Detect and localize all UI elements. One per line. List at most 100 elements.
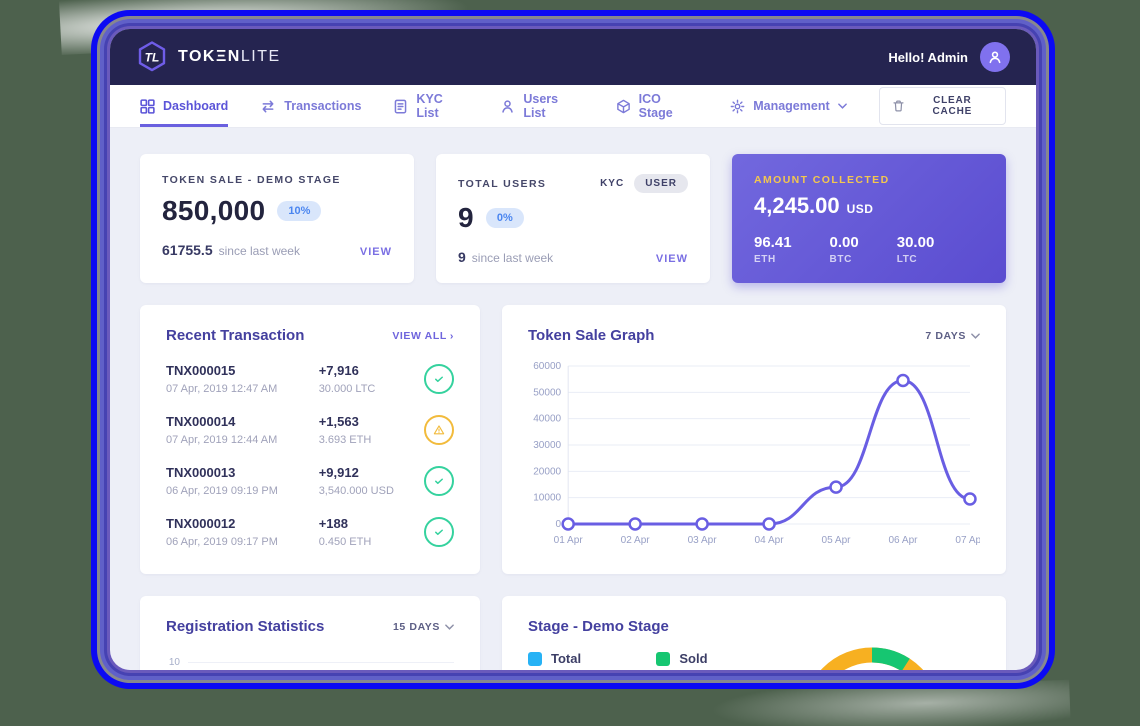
transaction-row[interactable]: TNX000015 07 Apr, 2019 12:47 AM +7,916 3… [166,363,454,395]
toggle-kyc[interactable]: KYC [600,178,625,189]
range-dropdown-15-days[interactable]: 15 DAYS [393,621,454,633]
svg-text:02 Apr: 02 Apr [621,535,651,546]
token-sale-view-link[interactable]: VIEW [359,246,392,258]
nav-item-dashboard[interactable]: Dashboard [140,85,229,127]
brand-name-light: LITE [240,48,281,65]
swap-arrows-icon [262,100,274,112]
token-sale-card: TOKEN SALE - DEMO STAGE 850,000 10% 6175… [140,154,414,283]
svg-text:20000: 20000 [533,466,561,477]
nav-label: KYC List [416,92,443,120]
y-tick-label: 10 [168,656,180,668]
coin-unit: LTC [896,254,918,265]
app-header: TL TOKΞNLITE Hello! Admin [110,29,1036,85]
legend-sold: Sold 77,721 * [656,651,724,670]
nav-label: Management [753,99,830,113]
bottom-row: Registration Statistics 15 DAYS 10 8 [140,596,1006,670]
amount-collected-card: AMOUNT COLLECTED 4,245.00 USD 96.41 ETH … [732,154,1006,283]
svg-text:50000: 50000 [533,387,561,398]
svg-text:30000: 30000 [533,440,561,451]
token-sale-delta: 61755.5 [162,242,213,258]
transaction-amount: +7,916 [318,363,359,378]
legend-label: Total [551,651,582,666]
trash-icon [893,100,904,112]
nav-item-management[interactable]: Management [730,85,847,127]
nav-item-kyc-list[interactable]: KYC List [393,85,468,127]
total-users-view-link[interactable]: VIEW [655,253,688,265]
gear-icon [730,99,745,113]
transaction-row[interactable]: TNX000014 07 Apr, 2019 12:44 AM +1,563 3… [166,414,454,446]
stats-row: TOKEN SALE - DEMO STAGE 850,000 10% 6175… [140,154,1006,283]
app-window: TL TOKΞNLITE Hello! Admin Dashboard [110,29,1036,670]
nav-label: Dashboard [163,99,229,113]
svg-text:07 Apr: 07 Apr [955,535,980,546]
hexagon-logo-icon: TL [138,41,166,72]
coin-value: 96.41 [754,234,792,251]
range-dropdown-7-days[interactable]: 7 DAYS [925,330,980,342]
svg-text:0: 0 [556,519,562,530]
status-success-icon [424,466,454,496]
transaction-amount: +1,563 [318,414,359,429]
view-all-label: VIEW ALL [392,329,447,342]
coin-breakdown-eth: 96.41 ETH [754,234,792,265]
svg-text:01 Apr: 01 Apr [554,535,584,546]
coin-value: 30.00 [896,234,935,251]
svg-text:TL: TL [145,51,160,65]
clear-cache-label: CLEAR CACHE [932,95,973,117]
token-sale-graph-panel: Token Sale Graph 7 DAYS 0 10000 20000 30000… [502,305,1006,574]
grid-icon [140,98,155,114]
transaction-amount: +9,912 [318,465,359,480]
amount-collected-value: 4,245.00 [754,193,840,218]
transaction-id: TNX000013 [166,465,236,480]
legend-swatch-total [528,651,542,666]
panel-title: Token Sale Graph [528,327,655,344]
transaction-id: TNX000012 [166,516,236,531]
person-icon [989,51,1001,64]
token-sale-delta-label: since last week [218,244,300,258]
panel-title: Registration Statistics [166,618,325,635]
list-document-icon [395,99,407,113]
transaction-detail: 3,540.000 USD [318,485,394,497]
stage-legend: Total 850,000 Sold 77,721 * [528,651,980,670]
card-title: TOTAL USERS [458,177,547,190]
coin-breakdown-ltc: 30.00 LTC [897,234,935,265]
transaction-row[interactable]: TNX000012 06 Apr, 2019 09:17 PM +188 0.4… [166,516,454,548]
brand-logo[interactable]: TL TOKΞNLITE [136,40,281,74]
svg-text:05 Apr: 05 Apr [822,535,852,546]
nav-item-ico-stage[interactable]: ICO Stage [616,85,699,127]
legend-swatch-sold [656,651,671,666]
nav-item-users-list[interactable]: Users List [500,85,583,127]
main-nav: Dashboard Transactions KYC List Users Li… [110,85,1036,128]
nav-label: ICO Stage [638,92,673,120]
svg-text:40000: 40000 [533,414,561,425]
transaction-date: 06 Apr, 2019 09:17 PM [166,536,278,548]
chevron-down-icon [971,332,980,339]
view-all-link[interactable]: VIEW ALL › [392,330,454,342]
chevron-down-icon [445,623,454,630]
token-sale-change-badge: 10% [277,201,322,221]
toggle-user[interactable]: USER [634,174,688,193]
cube-icon [616,99,630,113]
transaction-amount: +188 [318,516,348,531]
transaction-row[interactable]: TNX000013 06 Apr, 2019 09:19 PM +9,912 3… [166,465,454,497]
range-label: 15 DAYS [392,620,440,633]
token-sale-line-chart: 0 10000 20000 30000 40000 50000 60000 01 Apr 02 … [533,361,980,546]
legend-total: Total 850,000 [528,651,594,670]
status-success-icon [424,517,454,547]
total-users-value: 9 [458,202,474,233]
transaction-date: 06 Apr, 2019 09:19 PM [166,485,278,497]
nav-item-transactions[interactable]: Transactions [260,85,361,127]
token-sale-value: 850,000 [162,195,266,226]
status-success-icon [424,364,454,394]
user-greeting: Hello! Admin [888,49,968,65]
transaction-date: 07 Apr, 2019 12:44 AM [166,434,278,446]
svg-text:04 Apr: 04 Apr [755,535,785,546]
user-icon [502,99,514,113]
user-avatar[interactable] [980,42,1010,72]
transaction-detail: 0.450 ETH [318,536,372,548]
transaction-date: 07 Apr, 2019 12:47 AM [166,383,278,395]
clear-cache-button[interactable]: CLEAR CACHE [878,87,1006,125]
recent-transactions-panel: Recent Transaction VIEW ALL › TNX000015 … [140,305,480,574]
status-warning-icon [424,415,454,445]
users-toggle: KYC USER [600,174,688,193]
registration-bar-chart: 10 8 [166,653,454,670]
